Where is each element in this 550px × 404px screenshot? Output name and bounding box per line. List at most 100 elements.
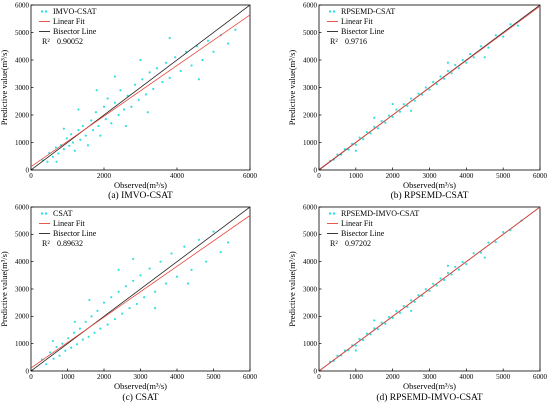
y-tick-label: 1000 (303, 340, 318, 348)
data-point (446, 69, 450, 73)
data-point (494, 34, 497, 37)
x-axis-label: Observed(m³/s) (403, 180, 456, 190)
data-point (219, 251, 222, 254)
data-point (183, 245, 186, 248)
x-tick-label: 2000 (386, 373, 401, 381)
data-point (439, 277, 442, 280)
data-point (413, 99, 416, 102)
panel-caption: (c) CSAT (122, 392, 158, 403)
x-tick-label: 0 (317, 373, 321, 381)
data-point (413, 300, 416, 303)
y-tick-label: 3000 (15, 285, 30, 293)
data-point (428, 88, 431, 91)
data-point (73, 320, 76, 323)
data-point (516, 24, 520, 27)
data-point (465, 263, 468, 266)
data-point (373, 116, 376, 119)
data-point (432, 282, 435, 285)
legend-bisector-label: Bisector Line (341, 229, 385, 238)
r2-label: R² (330, 37, 338, 46)
data-point (79, 138, 82, 141)
data-point (387, 316, 391, 319)
data-point (62, 148, 65, 151)
data-point (446, 271, 450, 274)
data-point (148, 71, 151, 74)
legend-fit-label: Linear Fit (53, 17, 86, 26)
y-tick-label: 5000 (303, 231, 318, 239)
data-point (395, 310, 398, 313)
data-point (362, 138, 365, 141)
data-point (70, 133, 73, 136)
data-point (97, 124, 100, 128)
data-point (354, 344, 357, 347)
data-point (81, 338, 84, 341)
data-point (106, 97, 109, 100)
data-point (45, 363, 48, 366)
legend-fit-label: Linear Fit (341, 219, 374, 228)
data-point (376, 328, 380, 331)
data-point (132, 257, 135, 261)
chart-panel-3: 0 1000 2000 3000 4000 5000 6000 0 1000 2000 3000 40… (0, 203, 258, 403)
data-layer (31, 5, 250, 170)
chart-panel-2: 0 1000 2000 3000 4000 5000 6000 0 1000 2000 3000 40… (287, 1, 548, 201)
y-tick-label: 4000 (15, 56, 30, 64)
data-point (454, 265, 457, 268)
data-point (110, 122, 113, 125)
data-point (384, 121, 387, 124)
legend-marker-points (332, 212, 336, 215)
data-point (354, 349, 357, 352)
data-point (409, 309, 413, 312)
data-point (450, 273, 453, 276)
data-point (483, 256, 486, 259)
data-point (354, 149, 357, 152)
legend-marker-points (40, 10, 44, 13)
data-point (168, 76, 171, 79)
data-point (190, 268, 193, 271)
data-point (55, 160, 58, 163)
y-axis-label: Predictive value(m³/s) (287, 251, 297, 327)
y-tick-label: 3000 (303, 285, 318, 293)
x-tick-label: 1000 (349, 172, 364, 180)
data-point (190, 64, 193, 67)
data-point (417, 294, 420, 297)
x-tick-label: 5000 (207, 373, 222, 381)
data-point (117, 290, 120, 293)
x-tick-label: 2000 (386, 172, 401, 180)
data-point (164, 61, 168, 64)
data-point (417, 92, 420, 95)
data-point (387, 114, 391, 117)
panel-caption: (a) IMVO-CSAT (108, 190, 173, 201)
data-point (52, 357, 55, 360)
data-point (137, 98, 140, 101)
data-point (439, 75, 442, 78)
data-point (154, 290, 157, 293)
x-tick-label: 6000 (533, 172, 548, 180)
data-point (51, 155, 55, 158)
data-point (87, 335, 90, 338)
data-point (119, 89, 122, 92)
data-point (461, 260, 464, 264)
x-tick-label: 4000 (170, 373, 185, 381)
data-point (443, 77, 446, 80)
y-tick-label: 0 (26, 367, 30, 375)
data-point (454, 63, 457, 67)
y-tick-label: 2000 (303, 111, 318, 119)
data-point (104, 118, 107, 121)
data-point (135, 302, 138, 306)
data-point (369, 333, 372, 336)
x-axis-label: Observed(m³/s) (403, 381, 456, 391)
data-point (91, 129, 95, 132)
data-point (86, 144, 90, 147)
data-point (88, 298, 91, 302)
data-point (106, 323, 109, 326)
y-tick-label: 2000 (303, 313, 318, 321)
data-point (502, 35, 505, 38)
data-point (67, 337, 70, 340)
x-tick-label: 0 (29, 172, 33, 180)
data-point (102, 105, 106, 108)
data-point (113, 317, 117, 321)
x-tick-label: 0 (29, 373, 33, 381)
legend-marker-points (328, 212, 332, 215)
y-tick-label: 2000 (15, 313, 30, 321)
